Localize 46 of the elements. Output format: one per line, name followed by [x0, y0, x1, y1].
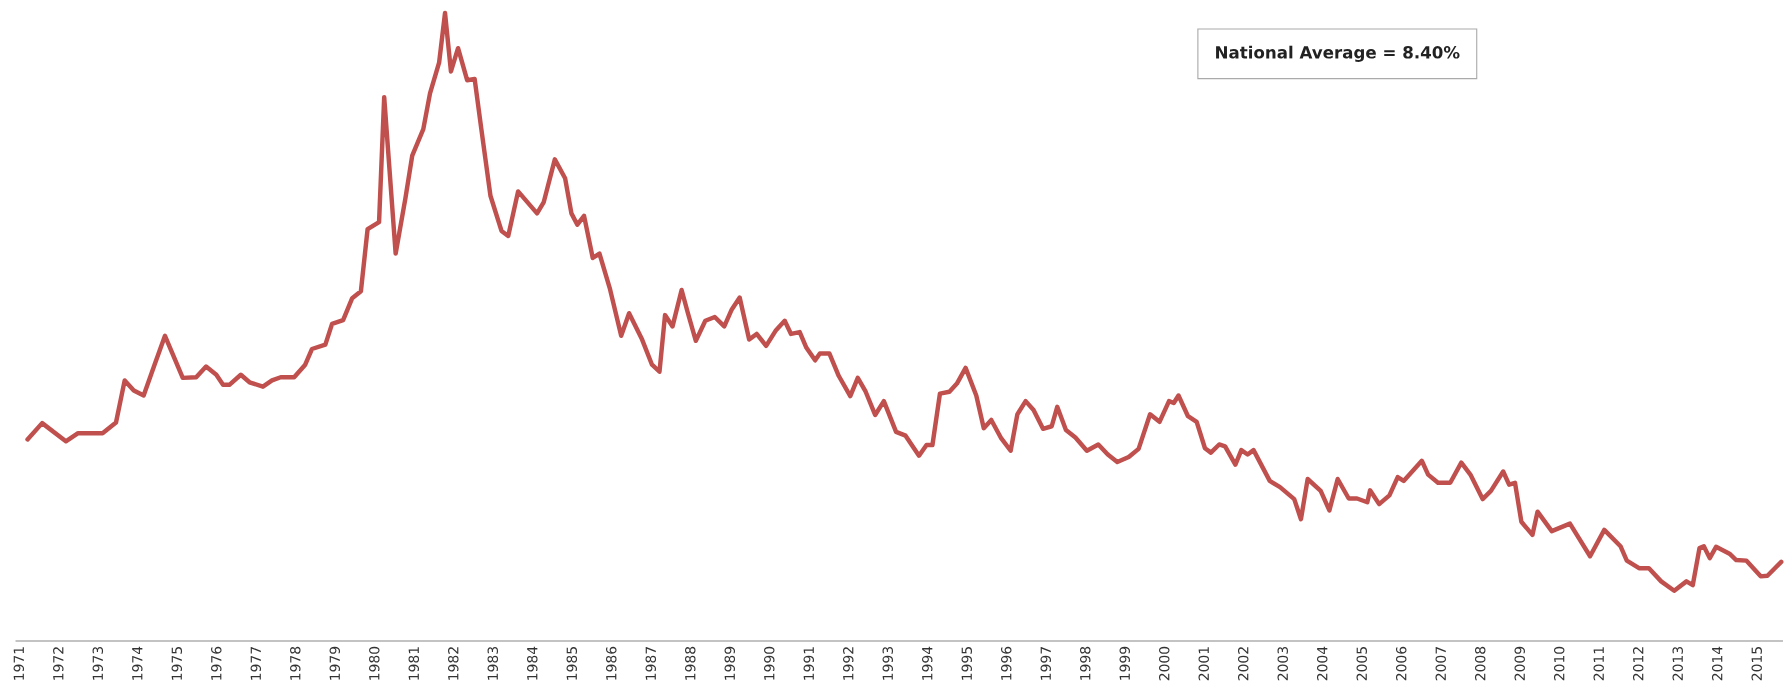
x-tick-label: 2002	[1237, 647, 1249, 681]
x-tick-label: 2000	[1158, 646, 1170, 681]
x-tick-label: 2013	[1672, 647, 1683, 681]
x-tick-label: 2012	[1632, 647, 1644, 681]
x-tick-label: 1976	[211, 646, 222, 680]
x-tick-label: 1982	[448, 647, 459, 680]
x-tick-label: 1985	[566, 647, 578, 680]
x-tick-label: 1990	[764, 646, 775, 680]
x-tick-label: 1980	[369, 646, 380, 680]
x-tick-label: 1991	[803, 647, 815, 680]
x-tick-label: 1983	[487, 647, 499, 680]
x-tick-label: 1971	[13, 647, 25, 680]
x-tick-label: 2004	[1316, 646, 1328, 681]
x-tick-label: 1981	[408, 647, 420, 680]
x-tick-label: 1993	[882, 647, 894, 680]
x-tick-label: 1997	[1040, 647, 1051, 680]
x-tick-label: 1984	[527, 646, 538, 680]
x-tick-label: 1977	[250, 647, 262, 680]
x-tick-label: 2007	[1435, 647, 1446, 681]
x-tick-label: 2010	[1553, 646, 1565, 681]
x-tick-label: 2015	[1751, 647, 1762, 681]
x-tick-label: 1992	[843, 647, 854, 680]
x-tick-label: 1972	[53, 647, 64, 680]
x-tick-label: 1987	[645, 647, 657, 680]
x-tick-label: 2014	[1711, 646, 1723, 681]
x-tick-label: 2011	[1593, 647, 1604, 681]
x-tick-label: 1999	[1119, 646, 1130, 680]
x-tick-label: 2009	[1514, 646, 1525, 681]
annotation: National Average = 8.40%	[1216, 45, 1460, 62]
x-tick-label: 1979	[329, 646, 341, 680]
x-tick-label: 2006	[1395, 646, 1407, 681]
x-tick-label: 2005	[1356, 647, 1367, 681]
x-tick-label: 2001	[1198, 647, 1209, 681]
x-tick-label: 1994	[922, 646, 933, 680]
x-tick-label: 1996	[1001, 646, 1012, 680]
x-tick-label: 1989	[724, 646, 736, 680]
x-tick-label: 1988	[685, 646, 696, 680]
x-tick-label: 2003	[1277, 647, 1288, 681]
x-tick-label: 1973	[92, 647, 104, 680]
x-tick-label: 1975	[171, 647, 183, 680]
x-tick-label: 1995	[961, 647, 973, 680]
x-tick-label: 1974	[132, 646, 143, 680]
x-tick-label: 1978	[290, 646, 301, 680]
x-tick-label: 2008	[1474, 646, 1486, 681]
x-tick-label: 1986	[606, 646, 617, 680]
x-tick-label: 1998	[1080, 646, 1091, 680]
